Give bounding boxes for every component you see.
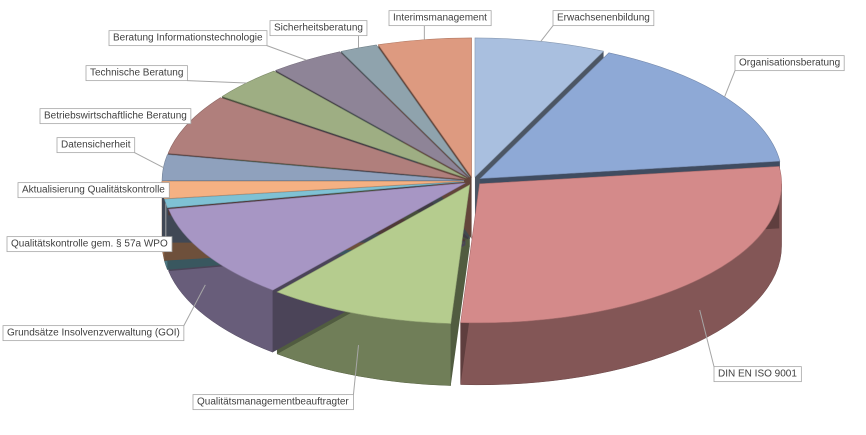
label-box <box>6 236 173 253</box>
slice <box>340 44 470 178</box>
label-box <box>388 10 492 27</box>
label-box <box>108 30 268 47</box>
slice <box>377 37 472 178</box>
data-label: Aktualisierung Qualitätskontrolle <box>22 185 165 196</box>
data-label: Qualitätsmanagementbeauftragter <box>197 397 349 408</box>
slice <box>479 52 781 179</box>
leader-line <box>134 152 164 168</box>
data-label: DIN EN ISO 9001 <box>718 369 797 380</box>
data-label: Grundsätze Insolvenzverwaltung (GOI) <box>7 328 180 339</box>
leader-line <box>187 80 247 84</box>
label-box <box>2 325 185 342</box>
slice <box>274 51 469 178</box>
labels: Erwachsenenbildung Organisationsberatung D… <box>2 10 845 411</box>
data-label: Interimsmanagement <box>393 13 487 24</box>
leader-line <box>699 309 715 367</box>
data-label: Betriebswirtschaftliche Beratung <box>44 111 187 122</box>
label-box <box>56 137 136 154</box>
leader-line <box>540 25 554 42</box>
data-label: Sicherheitsberatung <box>274 23 363 34</box>
slice <box>167 97 465 180</box>
label-box <box>269 20 368 37</box>
slice <box>460 166 782 324</box>
leader-line <box>183 284 206 326</box>
label-box <box>39 108 192 125</box>
data-label: Erwachsenenbildung <box>557 13 650 24</box>
label-box <box>85 65 188 82</box>
label-box <box>17 182 170 199</box>
leader-line <box>724 70 736 98</box>
slice <box>276 184 471 324</box>
leader-line <box>266 45 307 61</box>
data-label: Technische Beratung <box>90 68 183 79</box>
data-label: Datensicherheit <box>61 140 131 151</box>
label-box <box>552 10 655 27</box>
data-label: Organisationsberatung <box>739 58 840 69</box>
label-box <box>734 55 845 72</box>
data-label: Qualitätskontrolle gem. § 57a WPO <box>11 239 168 250</box>
leader-line <box>352 345 360 395</box>
data-label: Beratung Informationstechnologie <box>113 33 263 44</box>
pie-tops <box>161 37 782 324</box>
slice <box>168 182 466 291</box>
label-box <box>192 394 354 411</box>
label-box <box>713 366 802 383</box>
slice <box>164 181 465 209</box>
